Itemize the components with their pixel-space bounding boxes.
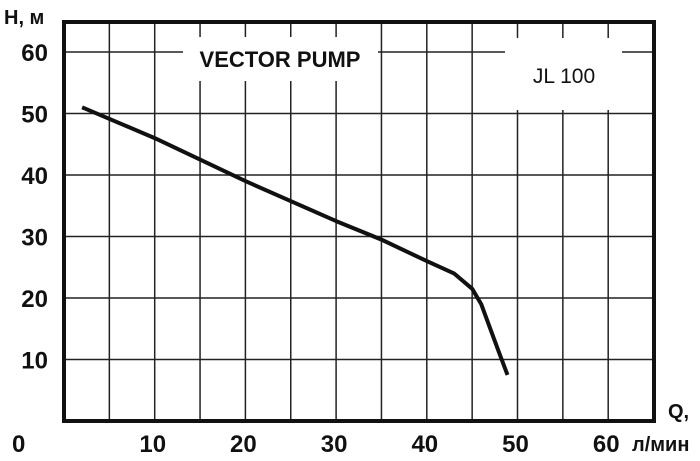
x-tick-label: 10 <box>139 431 166 458</box>
x-tick-label: 60 <box>593 431 620 458</box>
y-tick-label: 30 <box>21 225 48 252</box>
y-tick-label: 50 <box>21 102 48 129</box>
x-tick-label: 30 <box>321 431 348 458</box>
y-axis-label: H, м <box>4 7 44 29</box>
x-tick-label: 20 <box>230 431 257 458</box>
y-tick-label: 60 <box>21 40 48 67</box>
x-tick-label: 40 <box>411 431 438 458</box>
series-line-jl100 <box>81 105 510 376</box>
chart-subtitle-model: JL 100 <box>533 65 595 88</box>
y-tick-label: 10 <box>21 348 48 375</box>
x-tick-label: 0 <box>12 431 25 458</box>
x-axis-label-q: Q, <box>668 401 689 423</box>
y-tick-label: 40 <box>21 163 48 190</box>
title-box-background <box>183 37 378 81</box>
model-box-background <box>505 38 622 110</box>
plot-frame <box>62 20 656 423</box>
y-tick-label: 20 <box>21 286 48 313</box>
chart-title: VECTOR PUMP <box>200 47 361 72</box>
x-tick-label: 50 <box>502 431 529 458</box>
x-axis-label-unit: л/мин <box>632 434 689 456</box>
